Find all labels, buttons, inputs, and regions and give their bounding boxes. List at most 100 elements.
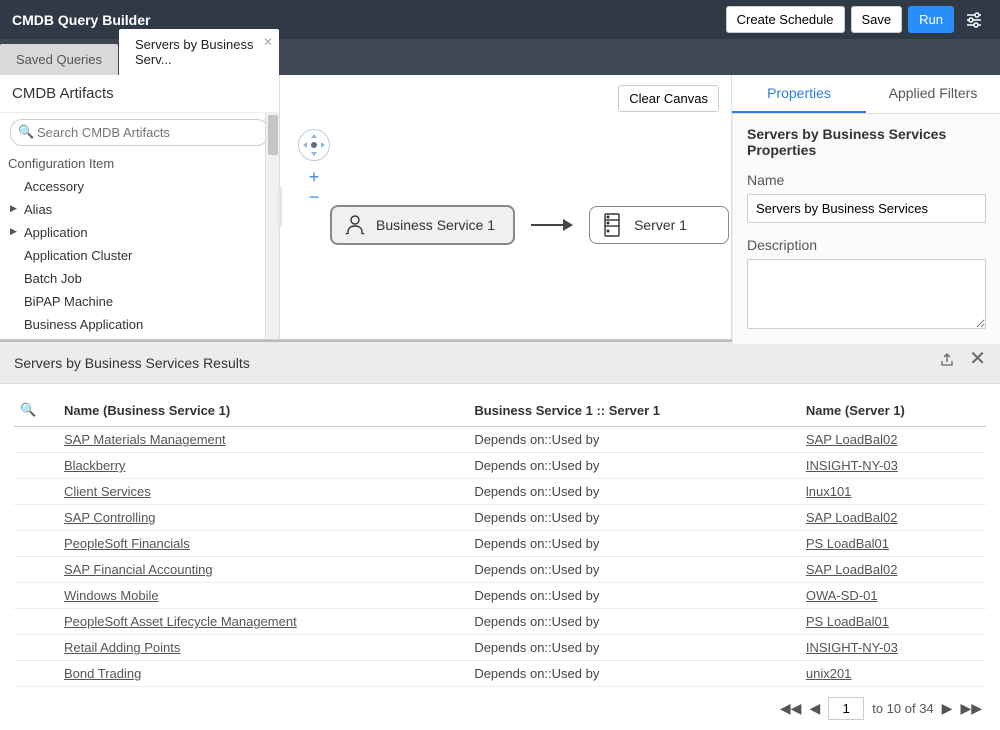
properties-panel: Properties Applied Filters Servers by Bu… (732, 75, 1000, 339)
node-server[interactable]: Server 1 (589, 206, 729, 244)
table-row: Blackberry Depends on::Used by INSIGHT-N… (14, 453, 986, 479)
sidebar-title: CMDB Artifacts (0, 75, 279, 113)
result-relation: Depends on::Used by (468, 661, 800, 687)
tree-section-label: Configuration Item (0, 152, 279, 175)
tab-active-query[interactable]: Servers by Business Serv... ✕ (119, 29, 279, 75)
result-link-server[interactable]: OWA-SD-01 (806, 588, 878, 603)
right-panel-tabs: Properties Applied Filters (732, 75, 1000, 114)
close-icon[interactable]: ✕ (263, 35, 273, 49)
result-link-server[interactable]: INSIGHT-NY-03 (806, 458, 898, 473)
query-canvas[interactable]: Clear Canvas + − (280, 75, 732, 339)
results-title: Servers by Business Services Results (14, 355, 939, 371)
tab-active-label: Servers by Business Serv... (135, 37, 254, 67)
results-header: Servers by Business Services Results ✕ (0, 342, 1000, 384)
name-label: Name (747, 172, 986, 188)
result-link-server[interactable]: SAP LoadBal02 (806, 510, 898, 525)
result-relation: Depends on::Used by (468, 427, 800, 453)
node-label: Business Service 1 (376, 217, 495, 233)
tab-properties[interactable]: Properties (732, 75, 866, 113)
name-input[interactable] (747, 194, 986, 223)
tree-item[interactable]: Application (0, 221, 279, 244)
server-icon (600, 212, 626, 238)
node-label: Server 1 (634, 217, 687, 233)
table-row: PeopleSoft Asset Lifecycle Management De… (14, 609, 986, 635)
result-link-bs[interactable]: Blackberry (64, 458, 125, 473)
results-table: 🔍 Name (Business Service 1) Business Ser… (14, 394, 986, 687)
result-link-bs[interactable]: Client Services (64, 484, 151, 499)
table-row: SAP Financial Accounting Depends on::Use… (14, 557, 986, 583)
table-row: Client Services Depends on::Used by lnux… (14, 479, 986, 505)
close-results-icon[interactable]: ✕ (969, 352, 986, 373)
create-schedule-button[interactable]: Create Schedule (726, 6, 845, 33)
column-header-name-bs[interactable]: Name (Business Service 1) (58, 394, 468, 427)
zoom-in-button[interactable]: + (296, 167, 332, 187)
result-link-bs[interactable]: SAP Controlling (64, 510, 156, 525)
app-title: CMDB Query Builder (12, 12, 726, 28)
search-column-icon[interactable]: 🔍 (20, 402, 36, 417)
result-link-server[interactable]: lnux101 (806, 484, 852, 499)
result-relation: Depends on::Used by (468, 505, 800, 531)
result-relation: Depends on::Used by (468, 453, 800, 479)
result-link-bs[interactable]: PeopleSoft Asset Lifecycle Management (64, 614, 297, 629)
run-button[interactable]: Run (908, 6, 954, 33)
canvas-nodes: Business Service 1 Server 1 (330, 205, 729, 245)
result-link-bs[interactable]: Retail Adding Points (64, 640, 180, 655)
result-link-server[interactable]: PS LoadBal01 (806, 536, 889, 551)
page-next-button[interactable]: ▶ (942, 700, 953, 717)
tab-saved-queries[interactable]: Saved Queries (0, 44, 118, 75)
node-business-service[interactable]: Business Service 1 (330, 205, 515, 245)
clear-canvas-button[interactable]: Clear Canvas (618, 85, 719, 112)
table-row: SAP Controlling Depends on::Used by SAP … (14, 505, 986, 531)
pan-control[interactable] (298, 129, 330, 161)
result-link-server[interactable]: INSIGHT-NY-03 (806, 640, 898, 655)
table-row: PeopleSoft Financials Depends on::Used b… (14, 531, 986, 557)
page-prev-button[interactable]: ◀ (809, 700, 820, 717)
tree-item[interactable]: Alias (0, 198, 279, 221)
results-panel: Servers by Business Services Results ✕ 🔍… (0, 340, 1000, 730)
result-link-server[interactable]: SAP LoadBal02 (806, 432, 898, 447)
result-link-bs[interactable]: Bond Trading (64, 666, 141, 681)
zoom-out-button[interactable]: − (296, 187, 332, 207)
table-row: Bond Trading Depends on::Used by unix201 (14, 661, 986, 687)
main-area: CMDB Artifacts 🔍 Configuration Item Acce… (0, 75, 1000, 340)
result-link-bs[interactable]: Windows Mobile (64, 588, 159, 603)
result-link-bs[interactable]: PeopleSoft Financials (64, 536, 190, 551)
column-header-relation[interactable]: Business Service 1 :: Server 1 (468, 394, 800, 427)
result-link-bs[interactable]: SAP Materials Management (64, 432, 226, 447)
page-number-input[interactable] (828, 697, 864, 720)
table-row: Retail Adding Points Depends on::Used by… (14, 635, 986, 661)
properties-heading: Servers by Business Services Properties (747, 126, 986, 158)
resize-handle[interactable] (278, 187, 282, 227)
document-tabs: Saved Queries Servers by Business Serv..… (0, 39, 1000, 75)
result-link-server[interactable]: SAP LoadBal02 (806, 562, 898, 577)
tree-item[interactable]: Batch Job (0, 267, 279, 290)
settings-sliders-icon[interactable] (960, 6, 988, 34)
page-last-button[interactable]: ▶▶ (960, 700, 982, 717)
column-header-name-server[interactable]: Name (Server 1) (800, 394, 986, 427)
relationship-arrow[interactable] (531, 219, 573, 231)
tree-item[interactable]: Application Cluster (0, 244, 279, 267)
page-first-button[interactable]: ◀◀ (780, 700, 802, 717)
tree-item[interactable]: Business Application (0, 313, 279, 336)
artifacts-search-input[interactable] (10, 119, 269, 146)
tab-applied-filters[interactable]: Applied Filters (866, 75, 1000, 113)
page-range-label: to 10 of 34 (872, 701, 933, 716)
result-relation: Depends on::Used by (468, 531, 800, 557)
artifacts-tree: AccessoryAliasApplicationApplication Clu… (0, 175, 279, 339)
sidebar-scrollbar[interactable] (265, 113, 279, 339)
business-service-icon (342, 212, 368, 238)
result-link-bs[interactable]: SAP Financial Accounting (64, 562, 213, 577)
description-input[interactable] (747, 259, 986, 329)
pagination: ◀◀ ◀ to 10 of 34 ▶ ▶▶ (0, 687, 1000, 730)
result-relation: Depends on::Used by (468, 609, 800, 635)
save-button[interactable]: Save (851, 6, 903, 33)
description-label: Description (747, 237, 986, 253)
result-link-server[interactable]: unix201 (806, 666, 852, 681)
tree-item[interactable]: BiPAP Machine (0, 290, 279, 313)
tree-item[interactable]: Accessory (0, 175, 279, 198)
result-link-server[interactable]: PS LoadBal01 (806, 614, 889, 629)
search-icon: 🔍 (18, 124, 34, 140)
result-relation: Depends on::Used by (468, 479, 800, 505)
header-actions: Create Schedule Save Run (726, 6, 988, 34)
export-icon[interactable] (939, 352, 955, 373)
